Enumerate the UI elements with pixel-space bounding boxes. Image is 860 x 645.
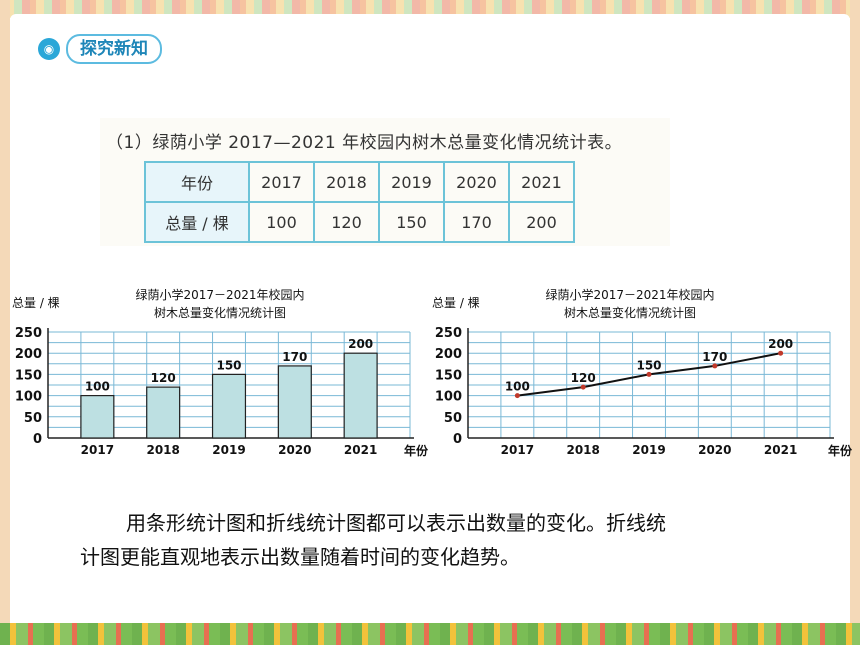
line-chart-svg: 0 50 100 150 200 250 100 120 150 170 200 2017 2018 20… (435, 326, 834, 457)
bar-chart-y-unit: 总量 / 棵 (12, 296, 60, 310)
bar-chart-bar (211, 373, 247, 439)
bar-chart-data-label: 100 (85, 380, 110, 394)
decorative-top-border (0, 0, 860, 18)
line-chart-y-tick-label: 50 (444, 411, 462, 426)
line-chart-x-tick-label: 2021 (764, 443, 797, 457)
line-chart-y-tick-label: 200 (435, 347, 462, 362)
bar-chart-bar (343, 352, 378, 439)
section-tag-label: 探究新知 (66, 34, 162, 64)
bar-chart-x-unit: 年份 (404, 444, 429, 458)
line-chart: 0 50 100 150 200 250 100 120 150 170 200 2017 2018 20… (420, 320, 840, 469)
bar-chart-data-label: 150 (216, 358, 241, 372)
bar-chart-title-line1: 绿荫小学2017－2021年校园内 (135, 288, 305, 302)
conclusion-paragraph: 用条形统计图和折线统计图都可以表示出数量的变化。折线统 计图更能直观地表示出数量… (80, 506, 780, 574)
table-cell: 2017 (248, 161, 315, 203)
line-chart-data-label: 150 (636, 358, 661, 372)
line-chart-x-tick-label: 2019 (632, 443, 665, 457)
line-chart-data-label: 100 (505, 380, 530, 394)
line-chart-point (712, 363, 718, 369)
line-chart-data-label: 200 (768, 337, 793, 351)
line-chart-data-label: 170 (702, 350, 727, 364)
conclusion-line1: 用条形统计图和折线统计图都可以表示出数量的变化。折线统 (80, 506, 780, 540)
bar-chart-data-label: 200 (348, 337, 373, 351)
bar-chart-data-label: 120 (151, 371, 176, 385)
line-chart-point (778, 350, 784, 356)
bar-chart-data-label: 170 (282, 350, 307, 364)
bar-chart-y-tick-label: 200 (15, 347, 42, 362)
bar-chart-title-line2: 树木总量变化情况统计图 (153, 306, 286, 320)
bar-chart-x-tick-label: 2018 (146, 443, 179, 457)
line-chart-y-tick-label: 100 (435, 390, 462, 405)
line-chart-point (646, 371, 652, 377)
table-row: 年份 2017 2018 2019 2020 2021 (144, 161, 575, 203)
line-chart-x-tick-label: 2020 (698, 443, 731, 457)
line-chart-x-tick-label: 2017 (501, 443, 534, 457)
table-cell: 100 (248, 201, 315, 243)
bar-chart-bar (80, 394, 115, 439)
bar-chart-y-tick-label: 100 (15, 390, 42, 405)
line-chart-y-tick-label: 0 (453, 432, 462, 447)
table-cell: 150 (378, 201, 445, 243)
bar-chart-bar (146, 386, 181, 439)
bar-chart-x-tick-label: 2019 (212, 443, 245, 457)
bar-chart-x-tick-label: 2017 (81, 443, 114, 457)
table-cell: 120 (313, 201, 380, 243)
decorative-right-border (850, 0, 860, 645)
line-chart-title-line1: 绿荫小学2017－2021年校园内 (545, 288, 715, 302)
line-chart-point (514, 393, 520, 399)
table-cell: 170 (443, 201, 510, 243)
line-chart-y-unit: 总量 / 棵 (432, 296, 480, 310)
table-caption: （1）绿荫小学 2017—2021 年校园内树木总量变化情况统计表。 (106, 133, 623, 153)
bar-chart-y-tick-label: 250 (15, 326, 42, 341)
row-header-total: 总量 / 棵 (144, 201, 250, 243)
bar-chart-title: 绿荫小学2017－2021年校园内 树木总量变化情况统计图 (90, 286, 350, 322)
table-cell: 2020 (443, 161, 510, 203)
row-header-year: 年份 (144, 161, 250, 203)
tooth-icon: ◉ (38, 38, 60, 60)
bar-chart-bar (277, 365, 312, 439)
line-chart-point (580, 384, 586, 390)
table-cell: 2019 (378, 161, 445, 203)
line-chart-title: 绿荫小学2017－2021年校园内 树木总量变化情况统计图 (500, 286, 760, 322)
line-chart-x-unit: 年份 (828, 444, 853, 458)
bar-chart-y-tick-label: 150 (15, 368, 42, 383)
textbook-excerpt: （1）绿荫小学 2017—2021 年校园内树木总量变化情况统计表。 年份 20… (100, 118, 670, 246)
bar-chart: 0 50 100 150 200 250 100 120 150 170 200 2017 2018 20… (0, 320, 420, 469)
bar-chart-svg: 0 50 100 150 200 250 100 120 150 170 200 2017 2018 20… (15, 326, 414, 457)
conclusion-line2: 计图更能直观地表示出数量随着时间的变化趋势。 (80, 545, 520, 569)
bar-chart-y-tick-label: 50 (24, 411, 42, 426)
line-chart-x-tick-label: 2018 (566, 443, 599, 457)
section-tag: ◉ 探究新知 (38, 34, 162, 64)
slide-panel (10, 14, 850, 624)
bar-chart-x-tick-label: 2020 (278, 443, 311, 457)
line-chart-data-label: 120 (571, 371, 596, 385)
table-cell: 2018 (313, 161, 380, 203)
decorative-left-border (0, 0, 10, 645)
line-chart-y-tick-label: 150 (435, 368, 462, 383)
table-cell: 200 (508, 201, 575, 243)
bar-chart-x-tick-label: 2021 (344, 443, 377, 457)
statistics-table: 年份 2017 2018 2019 2020 2021 总量 / 棵 100 1… (144, 161, 575, 243)
conclusion-line1-text: 用条形统计图和折线统计图都可以表示出数量的变化。折线统 (126, 511, 666, 535)
decorative-grass-border (0, 623, 860, 645)
line-chart-y-tick-label: 250 (435, 326, 462, 341)
line-chart-title-line2: 树木总量变化情况统计图 (563, 306, 696, 320)
table-row: 总量 / 棵 100 120 150 170 200 (144, 201, 575, 243)
bar-chart-y-tick-label: 0 (33, 432, 42, 447)
table-cell: 2021 (508, 161, 575, 203)
